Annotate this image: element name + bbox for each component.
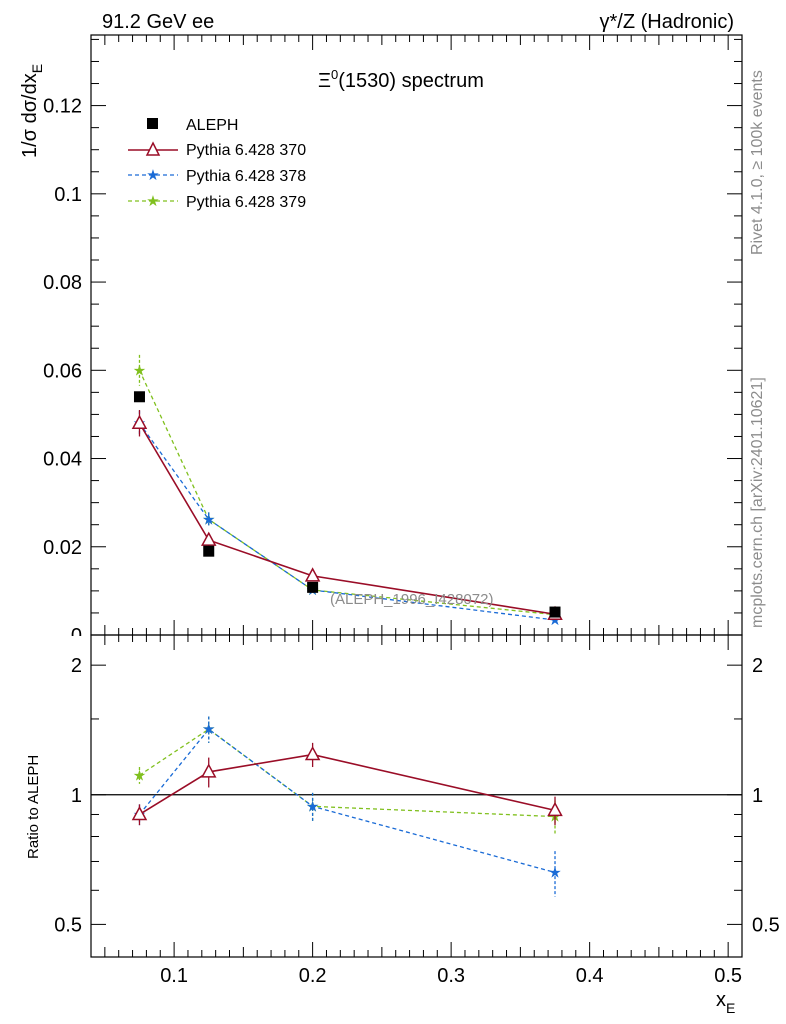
main-y-axis-label-text: 1/σ dσ/dx	[19, 73, 41, 158]
main-y-tick-label: 0.02	[43, 537, 82, 559]
main-marker-p370	[200, 531, 217, 546]
legend-marker-aleph	[147, 118, 158, 129]
ratio-marker-p379: ★	[306, 797, 319, 815]
main-ticks: 0 0.02 0.04 0.06 0.08 0.1 0.12	[40, 35, 742, 647]
x-tick-label: 0.5	[714, 965, 742, 987]
title-sup: 0	[331, 67, 338, 82]
ratio-marker-p370	[200, 763, 217, 778]
main-y-axis-label: 1/σ dσ/dxE	[19, 64, 45, 158]
x-tick-label: 0.1	[160, 965, 188, 987]
ratio-marker-p378: ★	[202, 720, 215, 738]
legend-label-aleph: ALEPH	[186, 117, 238, 134]
ratio-y-tick-label: 1	[71, 785, 82, 807]
main-y-tick-label: 0.08	[43, 272, 82, 294]
ratio-marker-p378: ★	[306, 797, 319, 815]
ratio-marker-p370	[304, 745, 321, 761]
header-process-type: (Hadronic)	[635, 11, 734, 33]
ratio-marker-p370	[547, 801, 563, 817]
main-y-axis-label-sub: E	[29, 64, 45, 73]
ratio-y-tick-label-right: 2	[752, 655, 763, 677]
main-series-lines	[138, 370, 556, 621]
x-axis-label: xE	[716, 989, 735, 1016]
main-y-tick-label: 0.12	[43, 96, 82, 118]
ratio-series-marks: ★★★★★★★★	[131, 716, 563, 897]
ratio-marker-p379: ★	[133, 766, 146, 784]
rivet-label: Rivet 4.1.0, ≥ 100k events	[749, 70, 766, 255]
ratio-marker-p370	[131, 805, 148, 821]
ratio-plot-frame	[90, 634, 743, 958]
ratio-line-p370	[139, 753, 556, 816]
main-marker-data	[307, 581, 319, 593]
title-rest: (1530) spectrum	[338, 70, 484, 92]
main-marker-p370	[131, 414, 148, 429]
legend-label-p370: Pythia 6.428 370	[186, 142, 306, 159]
x-axis-label-text: x	[716, 989, 726, 1011]
main-y-tick-label: 0.1	[54, 184, 82, 206]
main-line-p379	[138, 370, 556, 616]
ratio-line-p378	[138, 728, 556, 874]
legend-label-p379: Pythia 6.428 379	[186, 194, 306, 211]
header-left-label: 91.2 GeV ee	[102, 11, 214, 33]
zero-label-clip	[40, 636, 90, 644]
plot-title: Ξ0(1530) spectrum	[318, 67, 484, 92]
legend-label-p378: Pythia 6.428 378	[186, 168, 306, 185]
legend-marker-p378: ★	[146, 166, 159, 184]
legend-marker-p379: ★	[146, 192, 159, 210]
x-tick-label: 0.2	[299, 965, 327, 987]
x-tick-label: 0.4	[576, 965, 604, 987]
main-marker-p378: ★	[202, 510, 215, 528]
mcplots-label: mcplots.cern.ch [arXiv:2401.10621]	[749, 377, 766, 628]
x-axis-label-sub: E	[726, 1000, 735, 1016]
main-marker-p370	[304, 567, 321, 582]
main-line-p370	[138, 422, 556, 616]
main-y-tick-label: 0.06	[43, 360, 82, 382]
main-y-tick-label: 0.04	[43, 449, 82, 471]
analysis-watermark: (ALEPH_1996_I428072)	[330, 591, 493, 608]
ratio-y-tick-label-right: 1	[752, 785, 763, 807]
ratio-y-tick-label-right: 0.5	[752, 914, 780, 936]
x-tick-label: 0.3	[437, 965, 465, 987]
main-marker-data	[133, 391, 145, 403]
ratio-y-tick-label: 2	[71, 655, 82, 677]
main-marker-p379: ★	[133, 361, 146, 379]
header-right-label: γ*/Z (Hadronic)	[600, 11, 734, 33]
main-panel: 00.020.040.060.080.10.12 ★★★★★★★★ Ξ0(153…	[19, 34, 743, 647]
main-series-marks: ★★★★★★★★	[131, 354, 563, 629]
header-process: γ*/Z	[600, 11, 636, 33]
ratio-line-p379	[139, 728, 556, 818]
ratio-ticks: 0.5 0.5 1 1 2 2 0.1 0.2 0.3 0.4 0.5	[54, 635, 780, 987]
legend[interactable]: ALEPH Pythia 6.428 370 ★ Pythia 6.428 37…	[128, 117, 306, 211]
ratio-marker-p378: ★	[548, 863, 561, 881]
ratio-y-tick-label: 0.5	[54, 914, 82, 936]
main-marker-data	[549, 606, 561, 618]
title-symbol: Ξ	[318, 70, 331, 92]
main-marker-data	[203, 545, 215, 557]
main-line-p378	[138, 422, 556, 621]
ratio-y-axis-label: Ratio to ALEPH	[25, 755, 42, 859]
legend-marker-p370	[145, 141, 161, 156]
ratio-series-lines	[138, 728, 556, 874]
